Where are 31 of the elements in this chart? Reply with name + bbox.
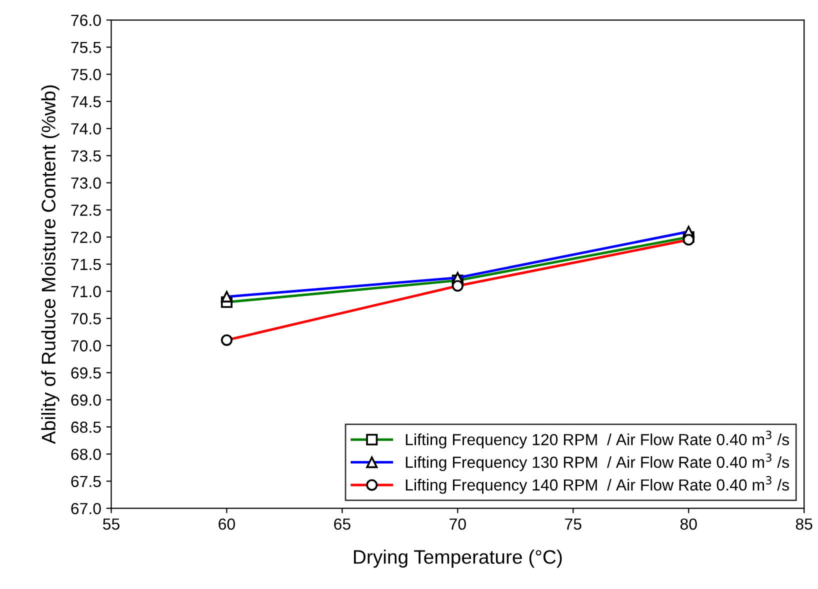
y-tick-label: 67.0 xyxy=(71,502,101,514)
x-tick-label: 55 xyxy=(103,518,120,530)
x-tick-label: 85 xyxy=(796,518,812,530)
y-tick-label: 71.5 xyxy=(71,258,101,270)
y-tick-label: 70.5 xyxy=(71,313,101,324)
legend-label: Lifting Frequency 120 RPM / Air Flow Rate 0.40 m$^{3}$ /s xyxy=(406,430,790,448)
x-tick-label: 70 xyxy=(450,518,466,530)
x-tick-label: 80 xyxy=(680,518,697,530)
y-tick-label: 73.0 xyxy=(71,177,101,189)
y-tick-label: 75.5 xyxy=(71,42,101,54)
x-axis-title: Drying Temperature (°C) xyxy=(354,550,562,568)
x-tick-label: 75 xyxy=(565,518,582,530)
y-tick-label: 71.0 xyxy=(71,286,101,298)
y-tick-label: 72.0 xyxy=(71,232,101,243)
y-tick-label: 74.0 xyxy=(71,123,101,134)
x-tick-label: 65 xyxy=(334,518,350,530)
x-tick-label: 60 xyxy=(218,518,235,530)
legend-label: Lifting Frequency 140 RPM / Air Flow Rate 0.40 m$^{3}$ /s xyxy=(406,476,790,494)
y-tick-label: 73.5 xyxy=(71,150,101,162)
y-tick-label: 69.5 xyxy=(71,367,101,379)
y-tick-label: 67.5 xyxy=(71,476,101,488)
y-tick-label: 69.0 xyxy=(71,394,101,406)
y-tick-label: 72.5 xyxy=(71,204,101,216)
y-tick-label: 75.0 xyxy=(71,68,101,80)
y-tick-label: 76.0 xyxy=(71,14,101,26)
y-tick-label: 68.0 xyxy=(71,448,101,460)
y-tick-label: 74.5 xyxy=(71,96,101,108)
y-tick-label: 70.0 xyxy=(71,340,101,352)
y-tick-label: 68.5 xyxy=(71,422,101,433)
legend-label: Lifting Frequency 130 RPM / Air Flow Rate 0.40 m$^{3}$ /s xyxy=(406,453,790,472)
y-axis-title: Ability of Ruduce Moisture Content (%wb) xyxy=(41,85,60,444)
